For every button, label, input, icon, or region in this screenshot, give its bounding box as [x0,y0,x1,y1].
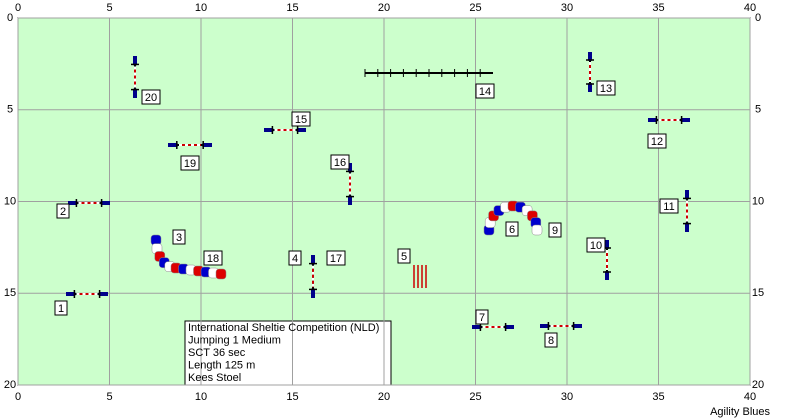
obstacle-label: 11 [663,201,674,213]
obstacle-label: 2 [60,206,66,218]
info-line: SCT 36 sec [188,347,246,359]
obstacle-label-box [548,222,562,238]
obstacle-label-box [172,229,186,245]
info-line: Jumping 1 Medium [188,334,281,346]
obstacle-label: 10 [590,240,602,252]
x-tick-label: 0 [15,391,21,403]
y-tick-label: 20 [752,379,764,391]
y-tick-label: 5 [755,104,761,116]
x-tick-label: 0 [15,2,21,14]
obstacle-label-box [203,250,223,266]
obstacle-label: 4 [292,253,298,265]
x-tick-label: 35 [652,2,664,14]
obstacle-label: 20 [145,92,157,104]
obstacle-label: 1 [58,303,64,315]
obstacle-label-box [288,250,302,266]
x-tick-label: 20 [378,2,390,14]
tunnel-segment [215,268,227,280]
obstacle-label-box [291,111,311,127]
y-tick-label: 10 [4,195,16,207]
obstacle-label: 9 [552,225,558,237]
obstacle-label: 17 [330,253,342,265]
y-tick-label: 0 [7,12,13,24]
obstacle-label: 8 [548,335,554,347]
x-tick-label: 25 [469,391,481,403]
x-tick-label: 5 [106,2,112,14]
obstacle-label: 18 [207,253,219,265]
y-tick-label: 10 [752,195,764,207]
obstacle-label: 12 [651,136,663,148]
x-tick-label: 5 [106,391,112,403]
obstacle-label: 13 [600,83,612,95]
x-tick-label: 15 [286,391,298,403]
x-tick-label: 30 [561,391,573,403]
obstacle-label: 7 [479,312,485,324]
obstacle-label-box [505,221,519,237]
info-line: Kees Stoel [188,372,241,384]
y-tick-label: 15 [4,287,16,299]
obstacle-label: 19 [184,158,196,170]
x-tick-label: 35 [652,391,664,403]
obstacle-label-box [326,250,346,266]
obstacle-label-box [397,248,411,264]
x-tick-label: 40 [744,2,756,14]
obstacle-label-box [647,133,667,149]
obstacle-label: 14 [479,86,491,98]
info-line: Length 125 m [188,359,255,371]
obstacle-label-box [54,300,68,316]
y-tick-label: 0 [755,12,761,24]
y-tick-label: 5 [7,104,13,116]
obstacle-label: 6 [509,224,515,236]
x-tick-label: 10 [195,391,207,403]
obstacle-label-box [596,80,616,96]
obstacle-label: 16 [334,157,346,169]
obstacle-label-box [56,203,70,219]
obstacle-label-box [475,83,495,99]
x-tick-label: 25 [469,2,481,14]
y-tick-label: 20 [4,379,16,391]
tunnel-segment [531,224,543,236]
footer: Agility Blues [710,406,770,418]
obstacle-label: 5 [401,251,407,263]
x-tick-label: 15 [286,2,298,14]
obstacle-label-box [141,89,161,105]
obstacle-label: 3 [176,232,182,244]
obstacle-label-box [475,309,489,325]
obstacle-label-box [586,237,606,253]
obstacle-label: 15 [295,114,307,126]
info-line: International Sheltie Competition (NLD) [188,322,379,334]
obstacle-label-box [544,332,558,348]
x-tick-label: 10 [195,2,207,14]
x-tick-label: 30 [561,2,573,14]
obstacle-label-box [330,154,350,170]
obstacle-label-box [180,155,200,171]
x-tick-label: 40 [744,391,756,403]
x-tick-label: 20 [378,391,390,403]
obstacle-label-box [659,198,679,214]
y-tick-label: 15 [752,287,764,299]
info-box [184,320,392,386]
